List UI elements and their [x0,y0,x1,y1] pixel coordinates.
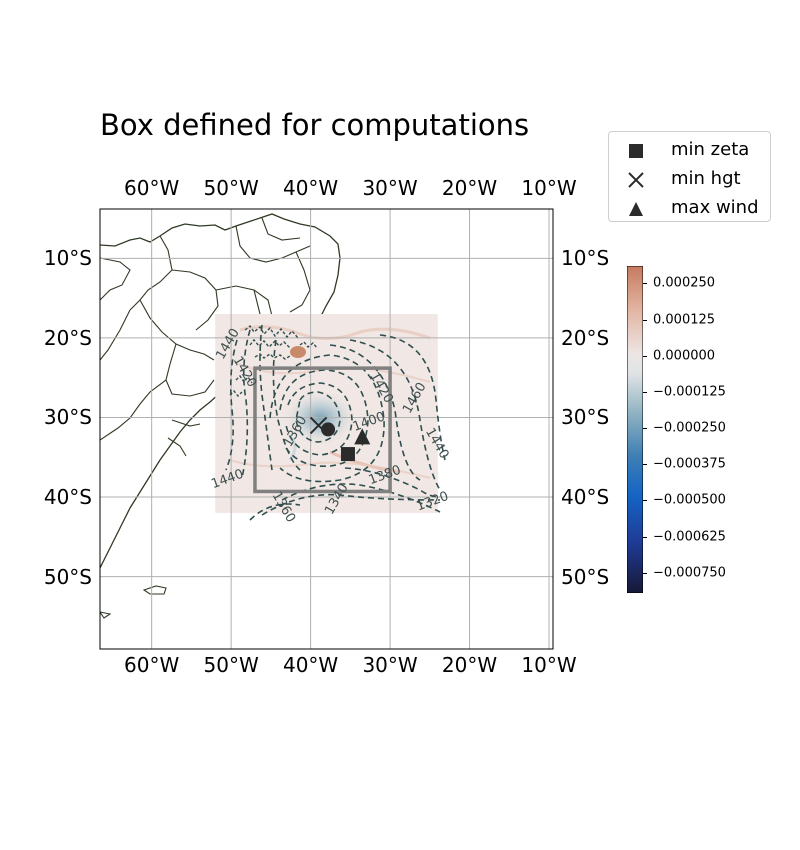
coastal-contours [229,324,318,398]
legend-item-min-hgt: min hgt [609,165,770,193]
legend-item-max-wind: max wind [609,194,770,222]
lon-tick-label-top: 50°W [203,176,259,200]
colorbar-tick-label: 0.000000 [653,348,716,364]
colorbar-tick-label: −0.000750 [653,565,726,581]
lat-tick-label-right: 50°S [561,564,610,589]
lon-tick-label-bottom: 40°W [282,653,339,677]
lat-tick-label-left: 10°S [43,246,92,271]
coastlines [100,213,341,619]
computation-box [253,366,392,494]
colorbar-tick-label: −0.000250 [653,420,726,436]
max-wind-marker [354,428,371,445]
lon-tick-label-top: 30°W [362,176,418,200]
colorbar-tick-mark [643,500,647,502]
lat-tick-label-left: 50°S [43,564,92,589]
lat-tick-label-right: 40°S [561,485,610,510]
lat-tick-label-left: 30°S [43,405,92,430]
height-contours [225,324,446,521]
legend-item-min-zeta: min zeta [609,136,770,164]
colorbar-tick-label: 0.000250 [653,275,716,291]
colorbar-tick-mark [643,283,647,285]
lon-tick-label-top: 20°W [441,176,498,200]
colorbar [627,266,643,593]
colorbar-tick-mark [643,391,647,393]
colorbar-tick-mark [643,355,647,357]
lon-tick-label-bottom: 30°W [362,653,418,677]
legend-label-max-wind: max wind [671,197,759,218]
lat-tick-label-right: 20°S [561,325,610,350]
min-hgt-marker [309,416,328,435]
colorbar-tick-mark [643,319,647,321]
map-frame [99,208,554,650]
x-icon [628,172,644,188]
lat-tick-label-right: 10°S [561,246,610,271]
colorbar-tick-label: −0.000125 [653,384,726,400]
colorbar-tick-mark [643,536,647,538]
square-icon [629,144,643,158]
lon-tick-label-bottom: 50°W [203,653,259,677]
lat-tick-label-left: 40°S [43,485,92,510]
min-zeta-marker [340,447,355,462]
colorbar-tick-mark [643,428,647,430]
lon-tick-label-bottom: 10°W [521,653,577,677]
colorbar-tick-label: 0.000125 [653,312,716,328]
colorbar-tick-mark [643,572,647,574]
graticule [100,209,553,649]
lat-tick-label-left: 20°S [43,325,92,350]
lon-tick-label-bottom: 60°W [124,653,180,677]
lat-tick-label-right: 30°S [561,405,610,430]
vorticity-field [215,314,438,513]
lon-tick-label-top: 10°W [521,176,577,200]
cyclone-center-marker [321,422,336,437]
colorbar-tick-mark [643,464,647,466]
map-title: Box defined for computations [100,108,530,142]
legend-label-min-zeta: min zeta [671,139,750,160]
legend-label-min-hgt: min hgt [671,168,741,189]
lon-tick-label-bottom: 20°W [441,653,498,677]
colorbar-tick-label: −0.000375 [653,456,726,472]
triangle-icon [629,202,643,216]
legend: min zeta min hgt max wind [608,131,771,222]
markers [309,416,371,462]
colorbar-tick-label: −0.000625 [653,529,726,545]
lon-tick-label-top: 60°W [124,176,180,200]
lon-tick-label-top: 40°W [282,176,339,200]
colorbar-tick-label: −0.000500 [653,492,726,508]
